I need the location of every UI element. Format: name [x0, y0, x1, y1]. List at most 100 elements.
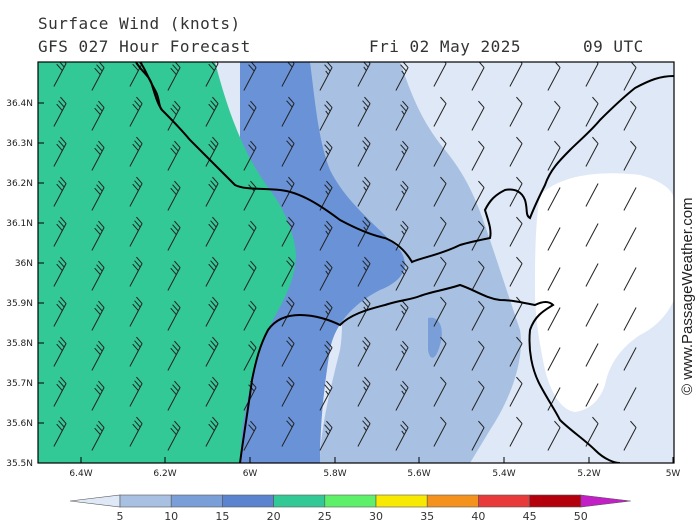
wind-barb: [167, 420, 181, 451]
wind-barb: [205, 176, 219, 207]
wind-barb: [395, 300, 409, 331]
legend-label: 50: [574, 510, 588, 523]
wind-barb: [509, 96, 523, 127]
wind-barb: [319, 140, 333, 171]
longitude-axis: 6.4W 6.2W 6W 5.8W 5.6W 5.4W 5.2W 5W: [69, 457, 680, 479]
legend-swatch: [119, 494, 172, 508]
wind-barb: [281, 176, 295, 207]
wind-barb: [433, 416, 447, 447]
wind-barb: [585, 263, 599, 287]
wind-barb: [281, 216, 295, 247]
wind-barb: [319, 380, 333, 411]
forecast-label: GFS 027 Hour Forecast: [38, 37, 251, 56]
wind-barb: [357, 176, 371, 207]
wind-barb: [53, 296, 67, 327]
wind-barb: [357, 96, 371, 127]
wind-barb: [433, 216, 447, 247]
wind-barb: [471, 100, 485, 131]
zone-mid-pocket: [428, 317, 442, 358]
wind-barb: [129, 136, 143, 167]
wind-barb: [53, 336, 67, 367]
coast-iberia: [135, 62, 674, 264]
wind-barb: [129, 336, 143, 367]
wind-barb: [357, 256, 371, 287]
wind-barb: [129, 176, 143, 207]
wind-barb: [205, 416, 219, 447]
wind-barb: [167, 100, 181, 131]
zone-calm: [535, 173, 674, 412]
wind-barb: [623, 140, 637, 171]
legend-label: 30: [369, 510, 383, 523]
wind-barb: [53, 416, 67, 447]
wind-barb: [243, 220, 257, 251]
lat-tick-label: 36.3N: [6, 139, 33, 149]
wind-barb: [395, 140, 409, 171]
wind-barb: [395, 260, 409, 291]
wind-barb: [91, 100, 105, 131]
legend-label: 45: [523, 510, 537, 523]
wind-barb: [357, 336, 371, 367]
wind-barb: [319, 100, 333, 131]
wind-barb: [357, 376, 371, 407]
wind-barb: [243, 100, 257, 131]
wind-barb: [91, 420, 105, 451]
wind-barb: [585, 303, 599, 327]
lat-tick-label: 35.8N: [6, 339, 33, 349]
wind-barb: [357, 296, 371, 327]
wind-barb: [623, 420, 637, 451]
wind-barb: [91, 220, 105, 251]
wind-barbs: [53, 62, 637, 451]
wind-barb: [243, 260, 257, 291]
coast-africa: [239, 283, 621, 463]
lon-tick-label: 5.6W: [407, 469, 430, 479]
wind-barb: [243, 420, 257, 451]
wind-barb: [167, 220, 181, 251]
wind-barb: [167, 140, 181, 171]
wind-barb: [395, 380, 409, 411]
wind-barb: [547, 347, 561, 371]
wind-barb: [471, 380, 485, 411]
wind-barb: [547, 420, 561, 451]
wind-barb: [205, 256, 219, 287]
lon-tick-label: 5W: [666, 469, 681, 479]
lon-tick-label: 6.2W: [153, 469, 176, 479]
wind-barb: [167, 380, 181, 411]
wind-barb: [281, 376, 295, 407]
wind-barb: [623, 347, 637, 371]
wind-barb: [433, 176, 447, 207]
lat-tick-label: 36.4N: [6, 99, 33, 109]
wind-barb: [623, 387, 637, 411]
wind-barb: [433, 256, 447, 287]
legend-high-arrow: [580, 494, 631, 508]
wind-barb: [243, 300, 257, 331]
wind-barb: [319, 260, 333, 291]
wind-barb: [167, 260, 181, 291]
lat-tick-label: 36N: [15, 259, 33, 269]
wind-barb: [53, 136, 67, 167]
latitude-axis: 36.4N 36.3N 36.2N 36.1N 36N 35.9N 35.8N 35.7N 35…: [6, 99, 44, 469]
wind-barb: [547, 100, 561, 131]
legend-swatch: [170, 494, 223, 508]
wind-barb: [91, 380, 105, 411]
wind-barb: [471, 220, 485, 251]
legend-swatch: [222, 494, 274, 508]
wind-barb: [281, 256, 295, 287]
copyright-text: © www.PassageWeather.com: [679, 197, 696, 395]
lon-tick-label: 6.4W: [69, 469, 92, 479]
wind-barb: [205, 296, 219, 327]
wind-barb: [53, 96, 67, 127]
wind-barb: [547, 140, 561, 171]
wind-barb: [129, 256, 143, 287]
wind-barb: [357, 416, 371, 447]
wind-barb: [53, 216, 67, 247]
wind-barb: [281, 296, 295, 327]
legend-label: 20: [267, 510, 281, 523]
zone-green: [38, 62, 296, 463]
wind-barb: [471, 140, 485, 171]
wind-barb: [395, 100, 409, 131]
wind-barb: [509, 136, 523, 167]
legend-swatch: [324, 494, 377, 508]
wind-barb: [585, 96, 599, 127]
wind-barb: [509, 336, 523, 367]
wind-barb: [357, 216, 371, 247]
